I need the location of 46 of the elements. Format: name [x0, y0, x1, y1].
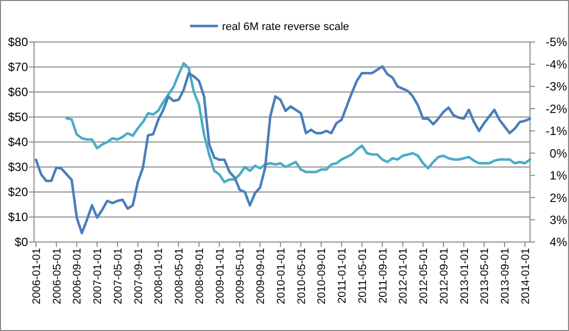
x-tick-label: 2013-05-01 — [479, 248, 492, 304]
x-tick-label: 2012-09-01 — [438, 248, 450, 304]
y-tick-label: $0 — [14, 235, 28, 250]
y-tick-label: $60 — [8, 85, 28, 100]
legend-label: real 6M rate reverse scale — [222, 20, 350, 33]
y2-tick-label: -3% — [546, 80, 568, 94]
y-tick-label: $70 — [8, 60, 28, 74]
x-tick-label: 2010-01-01 — [275, 248, 288, 304]
y2-tick-label: -4% — [546, 57, 568, 72]
x-tick-label: 2014-01-01 — [520, 248, 532, 304]
line-series — [65, 62, 532, 184]
x-tick-label: 2012-01-01 — [398, 248, 410, 304]
y2-tick-label: -1% — [546, 124, 568, 138]
x-tick-label: 2007-09-01 — [132, 248, 145, 304]
x-tick-label: 2011-05-01 — [356, 248, 369, 304]
x-tick-label: 2013-01-01 — [458, 248, 471, 304]
x-tick-label: 2007-05-01 — [112, 248, 124, 304]
x-tick-label: 2010-05-01 — [296, 248, 308, 304]
x-tick-label: 2010-09-01 — [316, 248, 328, 304]
y2-tick-label: -2% — [546, 102, 568, 116]
x-tick-label: 2009-09-01 — [255, 248, 268, 304]
y2-tick-label: -5% — [546, 35, 568, 50]
y2-tick-label: 3% — [550, 212, 568, 227]
x-tick-label: 2011-01-01 — [336, 248, 349, 304]
x-tick-label: 2006-05-01 — [51, 248, 64, 304]
y-tick-label: $40 — [8, 135, 28, 150]
x-tick-label: 2008-01-01 — [153, 248, 166, 304]
y-tick-label: $30 — [8, 160, 28, 174]
x-tick-label: 2011-09-01 — [377, 248, 390, 304]
x-tick-label: 2013-09-01 — [500, 248, 512, 304]
y2-tick-label: 2% — [550, 190, 568, 205]
y2-tick-label: 4% — [550, 235, 568, 250]
x-tick-label: 2008-05-01 — [174, 248, 186, 304]
x-tick-label: 2007-01-01 — [92, 248, 104, 304]
y-tick-label: $10 — [8, 210, 28, 224]
y-tick-label: $50 — [8, 110, 28, 124]
x-tick-label: 2012-05-01 — [418, 248, 430, 304]
y2-tick-label: 0% — [550, 146, 568, 160]
x-tick-label: 2009-05-01 — [234, 248, 247, 304]
x-tick-label: 2008-09-01 — [194, 248, 206, 304]
y-tick-label: $80 — [8, 35, 28, 50]
y2-tick-label: 1% — [550, 168, 568, 183]
x-tick-label: 2009-01-01 — [214, 248, 226, 304]
x-tick-label: 2006-09-01 — [72, 248, 84, 304]
x-tick-label: 2006-01-01 — [31, 248, 43, 304]
y-tick-label: $20 — [8, 185, 28, 200]
